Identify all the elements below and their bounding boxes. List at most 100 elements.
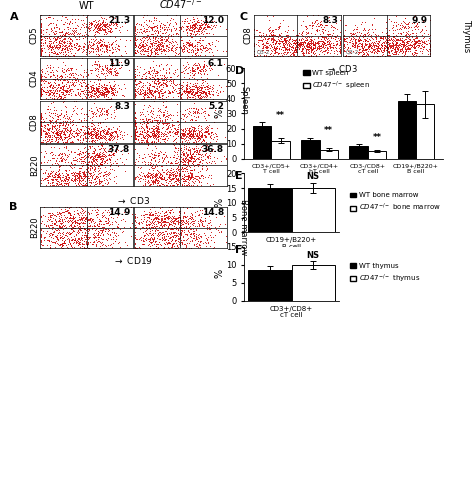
Point — [118, 150, 126, 158]
Point — [45, 78, 52, 86]
Point — [51, 170, 58, 177]
Point — [93, 87, 101, 95]
Point — [57, 94, 65, 102]
Point — [146, 237, 153, 245]
Point — [45, 129, 53, 137]
Point — [191, 227, 198, 235]
Point — [193, 45, 201, 52]
Point — [322, 41, 330, 49]
Point — [37, 125, 45, 133]
Point — [155, 211, 163, 219]
Point — [50, 30, 57, 38]
Point — [37, 115, 45, 122]
Point — [160, 154, 167, 162]
Point — [155, 215, 163, 223]
Point — [356, 36, 364, 44]
Point — [194, 87, 202, 95]
Point — [46, 90, 54, 98]
Point — [405, 31, 413, 39]
Point — [148, 66, 155, 74]
Point — [195, 160, 202, 168]
Point — [65, 209, 73, 217]
Point — [172, 167, 180, 174]
Point — [186, 146, 194, 153]
Point — [37, 51, 45, 59]
Point — [151, 52, 158, 60]
Point — [55, 115, 62, 122]
Point — [172, 225, 180, 233]
Point — [293, 43, 301, 51]
Point — [100, 171, 108, 179]
Point — [87, 238, 94, 245]
Point — [183, 84, 191, 92]
Point — [169, 43, 176, 50]
Point — [311, 49, 319, 56]
Point — [101, 132, 109, 140]
Point — [322, 22, 329, 29]
Point — [151, 151, 158, 159]
Point — [105, 145, 113, 152]
Point — [134, 79, 141, 87]
Point — [53, 16, 60, 24]
Point — [69, 235, 77, 243]
Point — [195, 61, 202, 69]
Point — [76, 92, 84, 99]
Point — [135, 123, 143, 131]
Point — [192, 51, 200, 59]
Point — [374, 37, 382, 45]
Point — [186, 95, 193, 103]
Point — [265, 34, 273, 42]
Point — [136, 49, 144, 57]
Point — [131, 43, 139, 51]
Point — [80, 174, 88, 182]
Point — [157, 49, 165, 56]
Point — [179, 177, 187, 185]
Point — [187, 173, 195, 181]
Point — [82, 240, 90, 248]
Point — [110, 65, 118, 73]
Point — [298, 29, 305, 37]
Point — [374, 39, 381, 47]
Text: $\rightarrow$ CD3: $\rightarrow$ CD3 — [117, 195, 150, 205]
Point — [198, 27, 206, 35]
Point — [133, 149, 140, 157]
Point — [101, 130, 109, 138]
Point — [371, 30, 379, 38]
Point — [181, 212, 189, 220]
Point — [80, 89, 87, 97]
Point — [177, 90, 185, 98]
Point — [162, 81, 170, 89]
Point — [183, 150, 191, 158]
Point — [181, 244, 189, 252]
Point — [337, 42, 344, 49]
Point — [157, 128, 165, 136]
Point — [90, 238, 97, 246]
Point — [370, 39, 378, 47]
Point — [140, 101, 148, 109]
Point — [145, 125, 153, 133]
Point — [191, 69, 199, 76]
Point — [64, 88, 71, 96]
Point — [113, 72, 120, 79]
Point — [85, 142, 93, 149]
Point — [86, 24, 94, 32]
Point — [104, 89, 111, 97]
Point — [55, 236, 62, 244]
Point — [217, 88, 224, 96]
Point — [191, 66, 198, 74]
Point — [283, 41, 291, 49]
Point — [165, 212, 173, 220]
Point — [158, 166, 166, 173]
Point — [398, 49, 406, 57]
Point — [70, 133, 78, 141]
Point — [187, 203, 194, 211]
Point — [44, 44, 52, 51]
Point — [106, 130, 114, 138]
Point — [176, 229, 184, 237]
Point — [62, 93, 69, 100]
Point — [112, 70, 119, 77]
Point — [82, 214, 90, 221]
Point — [173, 73, 180, 80]
Point — [144, 116, 152, 123]
Point — [135, 87, 142, 95]
